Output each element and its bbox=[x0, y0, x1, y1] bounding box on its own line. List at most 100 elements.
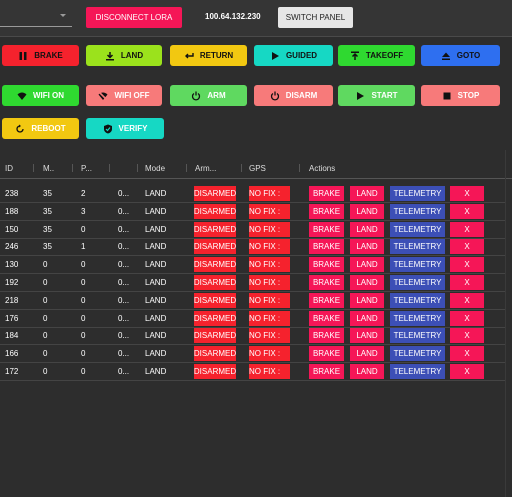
row-brake-button[interactable]: BRAKE bbox=[309, 346, 344, 362]
row-close-button[interactable]: X bbox=[450, 328, 484, 344]
row-land-button[interactable]: LAND bbox=[350, 292, 384, 308]
row-land-button[interactable]: LAND bbox=[350, 186, 384, 201]
column-header-id[interactable]: ID bbox=[5, 164, 13, 173]
row-brake-button[interactable]: BRAKE bbox=[309, 328, 344, 344]
row-close-button[interactable]: X bbox=[450, 239, 484, 255]
row-land-button[interactable]: LAND bbox=[350, 275, 384, 290]
row-brake-button[interactable]: BRAKE bbox=[309, 275, 344, 290]
armed-status-badge: DISARMED bbox=[194, 203, 236, 219]
verify-button[interactable]: VERIFY bbox=[86, 118, 164, 139]
cell-id: 130 bbox=[5, 260, 19, 270]
row-land-button[interactable]: LAND bbox=[350, 221, 384, 237]
cell-p: 0 bbox=[81, 260, 86, 270]
cell-m: 0 bbox=[43, 313, 48, 323]
cell-id: 166 bbox=[5, 349, 19, 359]
table-row[interactable]: 238 35 2 0... LAND DISARMED NO FIX : BRAKE LAND T… bbox=[0, 185, 505, 203]
column-divider bbox=[186, 164, 187, 172]
column-header-actions[interactable]: Actions bbox=[309, 164, 336, 173]
row-brake-button[interactable]: BRAKE bbox=[309, 221, 344, 237]
row-brake-button[interactable]: BRAKE bbox=[309, 364, 344, 379]
row-close-button[interactable]: X bbox=[450, 275, 484, 290]
stop-button[interactable]: STOP bbox=[421, 85, 500, 106]
wifi-on-button[interactable]: WIFI ON bbox=[2, 85, 79, 106]
cell-id: 150 bbox=[5, 224, 19, 234]
row-close-button[interactable]: X bbox=[450, 292, 484, 308]
row-brake-button[interactable]: BRAKE bbox=[309, 310, 344, 326]
row-telemetry-button[interactable]: TELEMETRY bbox=[390, 221, 445, 237]
arm-button[interactable]: ARM bbox=[170, 85, 247, 106]
verify-label: VERIFY bbox=[118, 124, 148, 133]
brake-button[interactable]: BRAKE bbox=[2, 45, 79, 66]
lora-port-select[interactable] bbox=[0, 8, 72, 27]
disconnect-lora-button[interactable]: DISCONNECT LORA bbox=[86, 7, 182, 28]
row-close-button[interactable]: X bbox=[450, 346, 484, 362]
row-close-button[interactable]: X bbox=[450, 203, 484, 219]
row-close-button[interactable]: X bbox=[450, 257, 484, 273]
return-arrow-icon bbox=[184, 51, 194, 61]
guided-button[interactable]: GUIDED bbox=[254, 45, 333, 66]
wifi-off-icon bbox=[98, 90, 109, 101]
row-close-button[interactable]: X bbox=[450, 186, 484, 201]
row-telemetry-button[interactable]: TELEMETRY bbox=[390, 364, 445, 379]
row-brake-button[interactable]: BRAKE bbox=[309, 239, 344, 255]
row-telemetry-button[interactable]: TELEMETRY bbox=[390, 239, 445, 255]
table-row[interactable]: 130 0 0 0... LAND DISARMED NO FIX : BRAKE LAND TE… bbox=[0, 256, 505, 275]
row-land-button[interactable]: LAND bbox=[350, 310, 384, 326]
reboot-button[interactable]: REBOOT bbox=[2, 118, 79, 139]
row-telemetry-button[interactable]: TELEMETRY bbox=[390, 275, 445, 290]
row-brake-button[interactable]: BRAKE bbox=[309, 186, 344, 201]
column-header-p[interactable]: P... bbox=[81, 164, 92, 173]
row-brake-button[interactable]: BRAKE bbox=[309, 203, 344, 219]
column-header-armed[interactable]: Arm... bbox=[195, 164, 217, 173]
row-telemetry-button[interactable]: TELEMETRY bbox=[390, 346, 445, 362]
cell-x: 0... bbox=[118, 331, 130, 341]
column-header-m[interactable]: M.. bbox=[43, 164, 55, 173]
row-telemetry-button[interactable]: TELEMETRY bbox=[390, 203, 445, 219]
shield-check-icon bbox=[103, 124, 113, 134]
table-row[interactable]: 150 35 0 0... LAND DISARMED NO FIX : BRAKE LAND T… bbox=[0, 221, 505, 239]
table-row[interactable]: 184 0 0 0... LAND DISARMED NO FIX : BRAKE LAND TE… bbox=[0, 327, 505, 346]
row-telemetry-button[interactable]: TELEMETRY bbox=[390, 186, 445, 201]
row-land-button[interactable]: LAND bbox=[350, 203, 384, 219]
row-telemetry-button[interactable]: TELEMETRY bbox=[390, 292, 445, 308]
armed-status-badge: DISARMED bbox=[194, 186, 236, 201]
table-row[interactable]: 176 0 0 0... LAND DISARMED NO FIX : BRAKE LAND TE… bbox=[0, 310, 505, 328]
armed-status-badge: DISARMED bbox=[194, 310, 236, 326]
column-header-mode[interactable]: Mode bbox=[145, 164, 166, 173]
armed-status-badge: DISARMED bbox=[194, 257, 236, 273]
goto-button[interactable]: GOTO bbox=[421, 45, 500, 66]
table-row[interactable]: 166 0 0 0... LAND DISARMED NO FIX : BRAKE LAND TE… bbox=[0, 345, 505, 364]
row-land-button[interactable]: LAND bbox=[350, 346, 384, 362]
takeoff-button[interactable]: TAKEOFF bbox=[338, 45, 415, 66]
table-row[interactable]: 218 0 0 0... LAND DISARMED NO FIX : BRAKE LAND TE… bbox=[0, 292, 505, 310]
row-close-button[interactable]: X bbox=[450, 364, 484, 379]
row-land-button[interactable]: LAND bbox=[350, 328, 384, 344]
row-brake-button[interactable]: BRAKE bbox=[309, 257, 344, 273]
row-close-button[interactable]: X bbox=[450, 221, 484, 237]
row-brake-button[interactable]: BRAKE bbox=[309, 292, 344, 308]
row-land-button[interactable]: LAND bbox=[350, 257, 384, 273]
land-button[interactable]: LAND bbox=[86, 45, 162, 66]
table-row[interactable]: 192 0 0 0... LAND DISARMED NO FIX : BRAKE LAND TE… bbox=[0, 274, 505, 292]
start-button[interactable]: START bbox=[338, 85, 415, 106]
column-divider bbox=[299, 164, 300, 172]
wifi-off-button[interactable]: WIFI OFF bbox=[86, 85, 162, 106]
table-row[interactable]: 172 0 0 0... LAND DISARMED NO FIX : BRAKE LAND TE… bbox=[0, 363, 505, 381]
return-button[interactable]: RETURN bbox=[170, 45, 247, 66]
row-land-button[interactable]: LAND bbox=[350, 364, 384, 379]
column-header-gps[interactable]: GPS bbox=[249, 164, 266, 173]
cell-p: 2 bbox=[81, 189, 86, 198]
row-telemetry-button[interactable]: TELEMETRY bbox=[390, 257, 445, 273]
switch-panel-button[interactable]: SWITCH PANEL bbox=[278, 7, 353, 28]
table-row[interactable]: 246 35 1 0... LAND DISARMED NO FIX : BRAKE LAND T… bbox=[0, 238, 505, 257]
row-close-button[interactable]: X bbox=[450, 310, 484, 326]
upload-icon bbox=[350, 51, 360, 61]
row-telemetry-button[interactable]: TELEMETRY bbox=[390, 310, 445, 326]
row-land-button[interactable]: LAND bbox=[350, 239, 384, 255]
table-row[interactable]: 188 35 3 0... LAND DISARMED NO FIX : BRAKE LAND T… bbox=[0, 203, 505, 221]
row-telemetry-button[interactable]: TELEMETRY bbox=[390, 328, 445, 344]
cell-x: 0... bbox=[118, 189, 130, 198]
cell-m: 35 bbox=[43, 242, 52, 252]
disarm-button[interactable]: DISARM bbox=[254, 85, 333, 106]
disarm-label: DISARM bbox=[285, 91, 318, 100]
